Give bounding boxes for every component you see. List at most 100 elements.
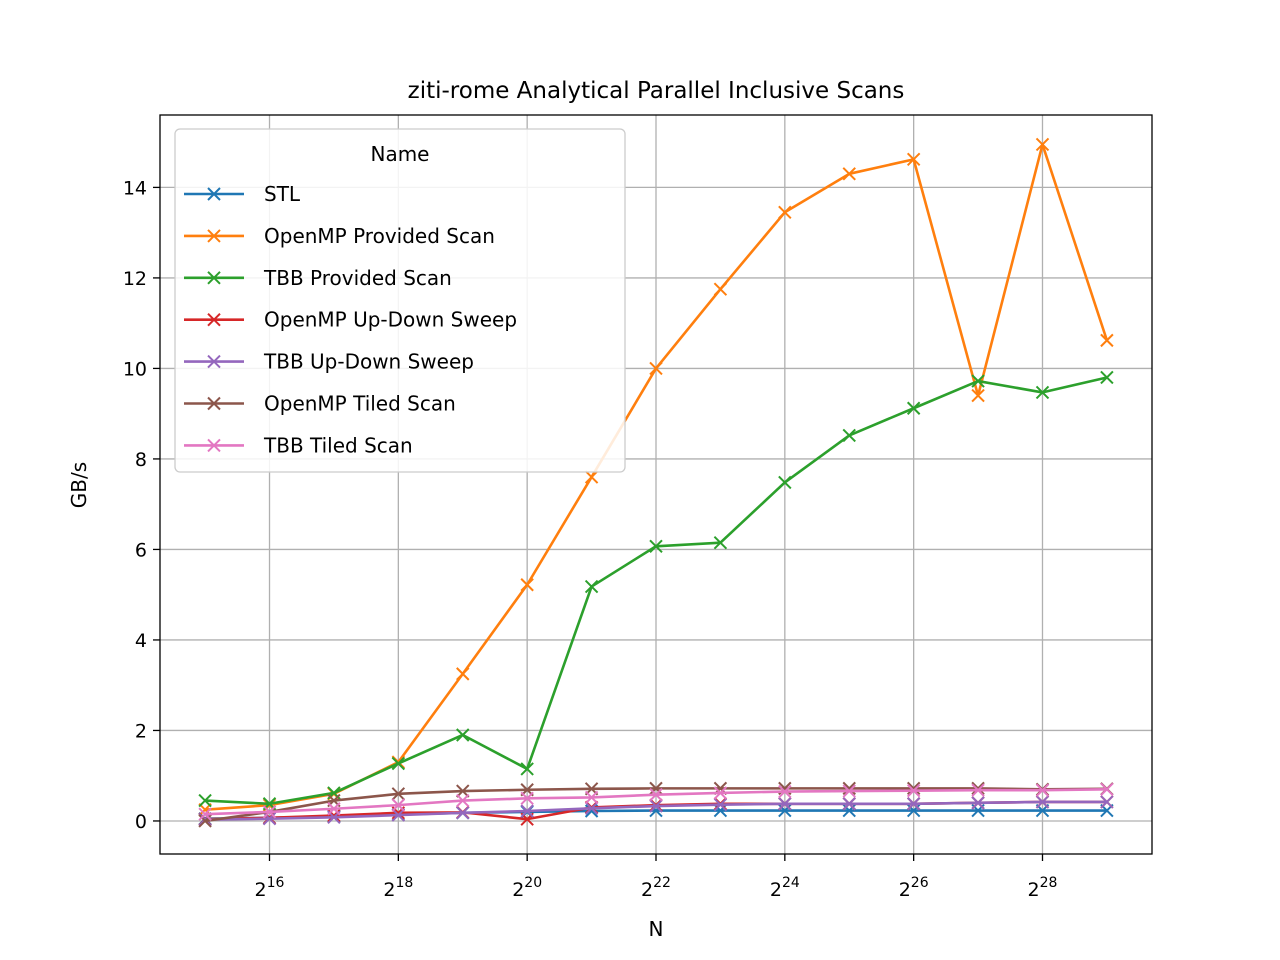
data-point — [971, 796, 985, 810]
data-point — [520, 804, 534, 818]
legend-title: Name — [370, 142, 429, 166]
data-point — [778, 784, 792, 799]
data-point — [906, 797, 921, 811]
data-point — [842, 784, 856, 798]
data-point — [713, 535, 728, 550]
data-point — [1035, 137, 1050, 152]
legend-item-openmp-tiled-scan: OpenMP Tiled Scan — [184, 392, 456, 416]
y-tick-label: 6 — [135, 539, 147, 561]
x-tick-base: 2 — [255, 879, 267, 901]
y-tick-label: 12 — [123, 268, 147, 290]
x-tick-label: 226 — [899, 875, 929, 901]
x-tick-exponent: 20 — [524, 875, 542, 891]
data-point — [713, 786, 728, 800]
data-point — [456, 784, 470, 798]
legend-item-tbb-provided-scan: TBB Provided Scan — [184, 266, 452, 290]
legend-marker — [207, 438, 221, 453]
data-point — [456, 728, 470, 742]
data-point — [198, 807, 212, 821]
data-point — [1100, 782, 1114, 796]
x-tick-base: 2 — [641, 879, 653, 901]
legend-label: TBB Provided Scan — [263, 266, 452, 290]
data-point — [778, 797, 792, 811]
data-point — [971, 388, 985, 403]
data-point — [1035, 385, 1050, 400]
data-point — [842, 428, 856, 443]
legend-item-tbb-up-down-sweep: TBB Up-Down Sweep — [184, 350, 474, 374]
x-tick-base: 2 — [512, 879, 524, 901]
data-point — [584, 470, 599, 484]
x-tick-base: 2 — [1028, 879, 1040, 901]
x-tick-label: 220 — [512, 875, 542, 901]
data-point — [391, 808, 406, 822]
y-tick-label: 0 — [135, 811, 147, 833]
legend-box — [174, 128, 626, 473]
data-point — [906, 783, 921, 798]
data-point — [649, 781, 663, 796]
data-point — [456, 793, 470, 808]
legend-label: OpenMP Tiled Scan — [264, 392, 456, 416]
data-point — [1035, 795, 1050, 809]
data-point — [649, 539, 663, 553]
data-point — [456, 806, 470, 820]
x-axis: 216 218 220 222 224 226 228 — [255, 854, 1058, 901]
x-tick-exponent: 22 — [653, 875, 671, 891]
x-tick-exponent: 24 — [782, 875, 800, 891]
legend-marker — [207, 229, 221, 243]
y-tick-label: 2 — [135, 720, 147, 742]
legend-items: STL OpenMP Provided Scan TBB Provided Scan… — [184, 182, 517, 457]
data-point — [198, 793, 212, 808]
data-point — [649, 361, 663, 376]
data-point — [327, 802, 341, 816]
legend-item-openmp-provided-scan: OpenMP Provided Scan — [184, 224, 495, 248]
x-tick-label: 228 — [1028, 875, 1058, 901]
legend-label: TBB Tiled Scan — [263, 433, 413, 457]
data-point — [391, 787, 406, 801]
data-point — [906, 401, 921, 415]
data-point — [649, 788, 663, 802]
y-tick-label: 4 — [135, 630, 147, 652]
x-tick-exponent: 16 — [267, 875, 285, 891]
y-tick-label: 14 — [123, 177, 147, 199]
data-point — [520, 578, 534, 592]
series-tbb-tiled-scan — [198, 782, 1114, 821]
y-axis: 0 2 4 6 8 10 12 14 — [123, 177, 160, 833]
data-point — [713, 282, 728, 296]
x-axis-label: N — [649, 917, 664, 941]
legend-label: TBB Up-Down Sweep — [263, 350, 474, 374]
legend: Name STL OpenMP Provided Scan TBB Provided… — [174, 128, 626, 473]
data-point — [971, 783, 985, 797]
x-tick-exponent: 26 — [911, 875, 929, 891]
data-point — [778, 475, 792, 490]
x-tick-exponent: 28 — [1040, 875, 1058, 891]
data-point — [906, 152, 921, 167]
x-tick-label: 218 — [383, 875, 413, 901]
data-point — [713, 797, 728, 812]
legend-label: OpenMP Up-Down Sweep — [264, 308, 517, 332]
data-point — [1100, 333, 1114, 348]
data-point — [584, 579, 599, 594]
x-tick-exponent: 18 — [395, 875, 413, 891]
y-tick-label: 10 — [123, 358, 147, 380]
data-point — [971, 781, 985, 796]
data-point — [584, 790, 599, 805]
x-tick-base: 2 — [383, 879, 395, 901]
y-tick-label: 8 — [135, 449, 147, 471]
data-point — [1035, 783, 1050, 797]
data-point — [456, 667, 470, 681]
data-point — [1100, 795, 1114, 809]
x-tick-base: 2 — [770, 879, 782, 901]
data-point — [262, 805, 277, 819]
data-point — [1100, 370, 1114, 385]
data-point — [842, 167, 856, 181]
series-group — [198, 137, 1114, 828]
x-tick-label: 216 — [255, 875, 285, 901]
data-point — [842, 797, 856, 811]
legend-marker — [207, 271, 221, 285]
x-tick-base: 2 — [899, 879, 911, 901]
data-point — [391, 756, 406, 771]
y-axis-label: GB/s — [67, 462, 91, 508]
legend-item-stl: STL — [184, 182, 301, 206]
data-point — [971, 374, 985, 388]
